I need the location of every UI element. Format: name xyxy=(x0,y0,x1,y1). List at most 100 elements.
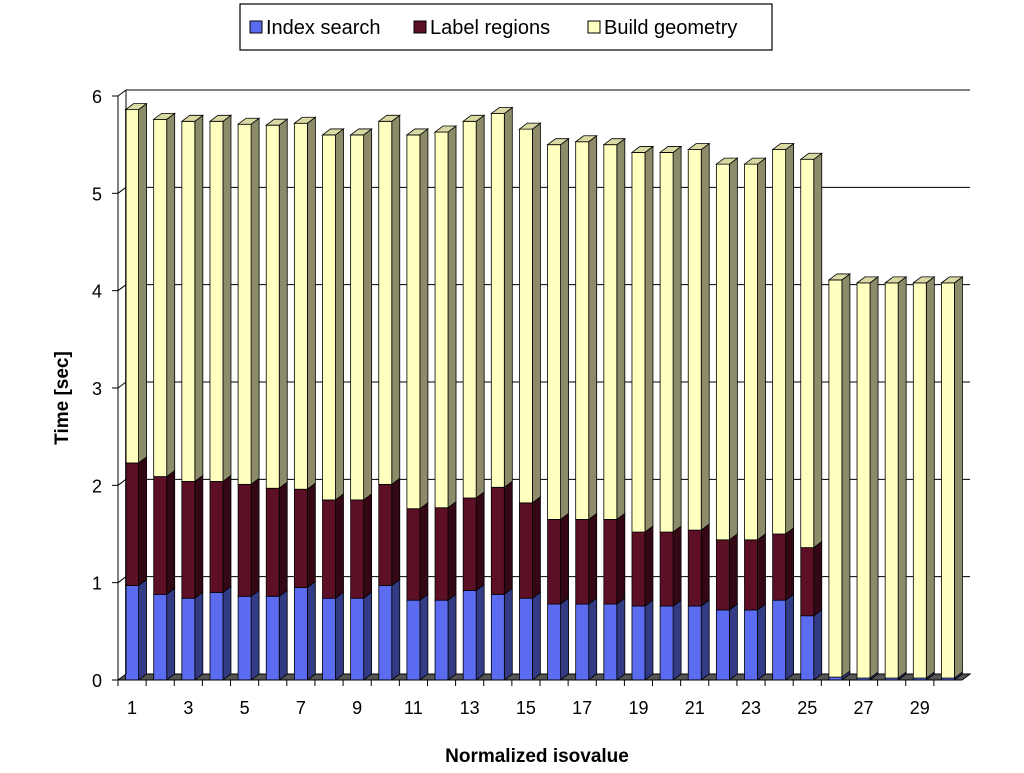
y-tick-label: 0 xyxy=(92,671,102,691)
bar-top xyxy=(349,128,373,136)
bar-side xyxy=(503,587,513,681)
bar-front xyxy=(237,595,252,681)
bar-segment xyxy=(631,525,654,607)
bar-top xyxy=(321,128,345,136)
bar-segment xyxy=(547,512,569,605)
bar-front xyxy=(406,508,421,601)
x-tick-label: 23 xyxy=(741,698,761,718)
bar-segment xyxy=(180,114,205,483)
bar-segment xyxy=(125,456,147,587)
bar-segment xyxy=(321,128,345,501)
bar-segment xyxy=(237,477,260,598)
x-tick-label: 15 xyxy=(516,698,536,718)
bar-side xyxy=(222,114,232,483)
bar-segment xyxy=(744,533,766,611)
bar-segment xyxy=(181,474,204,600)
x-tick-label: 29 xyxy=(910,698,930,718)
bar-front xyxy=(490,486,505,595)
bar-top xyxy=(602,138,627,146)
bar-front xyxy=(772,599,787,681)
bar-segment xyxy=(293,116,317,491)
x-tick-label: 9 xyxy=(352,698,362,718)
bar-side xyxy=(391,477,401,587)
y-tick-label: 5 xyxy=(92,184,102,204)
bar-segment xyxy=(715,533,738,611)
bar-side xyxy=(306,116,316,491)
bar-front xyxy=(884,282,899,679)
bar-side xyxy=(166,112,176,478)
bar-side xyxy=(306,580,316,681)
bar-front xyxy=(744,163,758,541)
bar-side xyxy=(757,603,766,681)
bar-top xyxy=(124,103,148,111)
legend-label: Build geometry xyxy=(604,17,737,39)
bar-segment xyxy=(518,122,542,504)
bar-front xyxy=(547,603,561,681)
bar-top xyxy=(546,138,570,146)
bar-segment xyxy=(208,114,233,483)
legend-entry: Build geometry xyxy=(587,17,737,39)
bar-top xyxy=(405,128,430,136)
bar-front xyxy=(659,531,674,607)
bar-front xyxy=(125,585,139,681)
bar-top xyxy=(940,276,964,284)
bar-segment xyxy=(659,525,682,607)
bar-side xyxy=(419,128,429,510)
bar-segment xyxy=(153,469,176,596)
bar-side xyxy=(785,142,795,535)
bar-top xyxy=(771,143,795,150)
bar-front xyxy=(350,499,365,599)
bar-segment xyxy=(772,593,795,681)
bar-top xyxy=(152,112,176,120)
bar-side xyxy=(194,114,204,483)
bar-front xyxy=(828,279,843,678)
bar-side xyxy=(785,527,795,601)
bar-segment xyxy=(602,137,627,521)
bar-front xyxy=(406,599,421,681)
bar-segment xyxy=(461,114,486,499)
bar-top xyxy=(236,117,261,125)
bar-front xyxy=(715,609,730,681)
bar-side xyxy=(728,157,738,541)
bar-side xyxy=(560,597,569,681)
bar-segment xyxy=(546,137,570,521)
bar-segment xyxy=(687,599,710,681)
bar-segment xyxy=(490,480,513,596)
bar-side xyxy=(728,533,738,611)
bar-segment xyxy=(687,142,711,531)
gridline-side xyxy=(117,576,127,584)
bar-segment xyxy=(406,501,429,601)
bar-side xyxy=(700,523,710,607)
bar-front xyxy=(209,120,224,482)
bar-segment xyxy=(772,527,795,601)
y-tick-label: 6 xyxy=(92,87,102,107)
bar-side xyxy=(335,591,344,681)
bar-side xyxy=(616,137,626,521)
bar-front xyxy=(603,603,618,681)
x-tick-label: 1 xyxy=(127,698,137,718)
bar-segment xyxy=(153,587,176,681)
bar-top xyxy=(855,276,880,284)
bar-segment xyxy=(378,578,401,681)
bar-front xyxy=(772,533,787,601)
bar-top xyxy=(630,146,655,153)
bar-segment xyxy=(209,474,232,594)
bar-front xyxy=(350,597,365,681)
bar-segment xyxy=(124,102,148,464)
bar-front xyxy=(322,597,336,681)
bar-segment xyxy=(265,589,288,681)
x-tick-label: 11 xyxy=(404,698,423,718)
bar-top xyxy=(715,157,739,165)
bar-side xyxy=(700,599,710,681)
bar-front xyxy=(237,483,252,597)
bar-front xyxy=(744,539,758,611)
bar-top xyxy=(490,107,514,114)
x-tick-label: 25 xyxy=(797,698,817,718)
bar-side xyxy=(475,583,485,681)
bar-front xyxy=(378,120,393,485)
y-tick-label: 3 xyxy=(92,379,102,399)
bar-side xyxy=(391,578,401,681)
bar-side xyxy=(250,589,260,681)
